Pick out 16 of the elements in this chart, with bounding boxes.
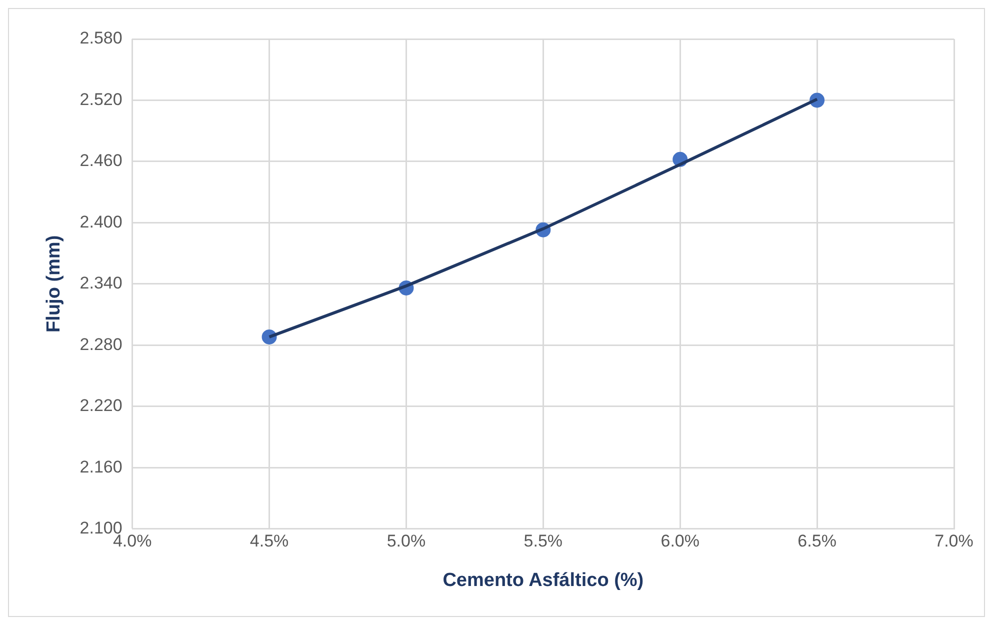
y-tick-label: 2.220 [80, 396, 122, 416]
x-tick-label: 5.0% [386, 532, 426, 551]
y-tick-label: 2.400 [80, 212, 122, 232]
x-tick-label: 6.5% [798, 532, 836, 551]
y-axis-title: Flujo (mm) [44, 235, 65, 332]
x-tick-label: 7.0% [934, 532, 974, 551]
y-tick-label: 2.340 [80, 274, 122, 293]
x-tick-label: 5.5% [524, 532, 563, 551]
x-axis-title: Cemento Asfáltico (%) [442, 570, 644, 591]
x-tick-label: 4.5% [250, 532, 289, 551]
y-tick-label: 2.580 [80, 28, 122, 48]
y-tick-label: 2.460 [80, 151, 122, 170]
x-tick-label: 6.0% [660, 532, 700, 551]
y-tick-label: 2.160 [80, 457, 122, 476]
y-tick-label: 2.280 [80, 334, 122, 354]
y-tick-label: 2.520 [80, 90, 122, 109]
